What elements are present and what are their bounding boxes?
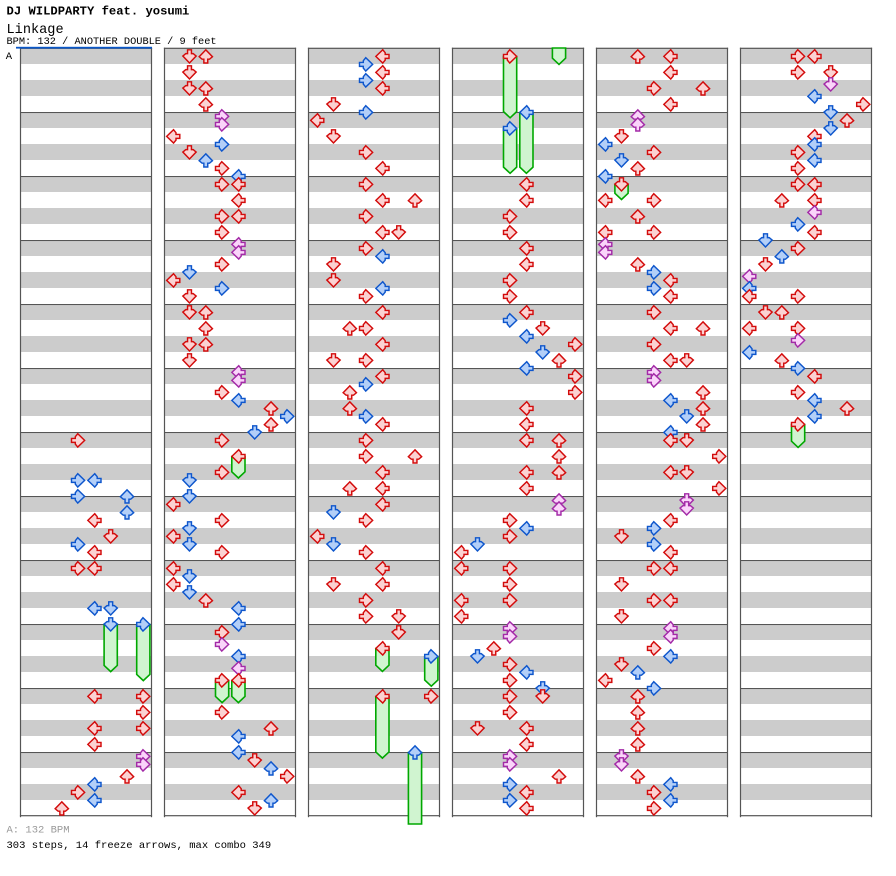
svg-text:BPM: 132 / ANOTHER DOUBLE / 9: BPM: 132 / ANOTHER DOUBLE / 9 feet <box>7 36 217 48</box>
svg-text:A: 132 BPM: A: 132 BPM <box>7 825 70 837</box>
svg-text:DJ WILDPARTY feat. yosumi: DJ WILDPARTY feat. yosumi <box>7 5 190 19</box>
svg-text:A: A <box>6 51 13 63</box>
svg-text:Linkage: Linkage <box>7 23 64 38</box>
svg-text:303 steps, 14 freeze arrows, m: 303 steps, 14 freeze arrows, max combo 3… <box>7 840 272 852</box>
